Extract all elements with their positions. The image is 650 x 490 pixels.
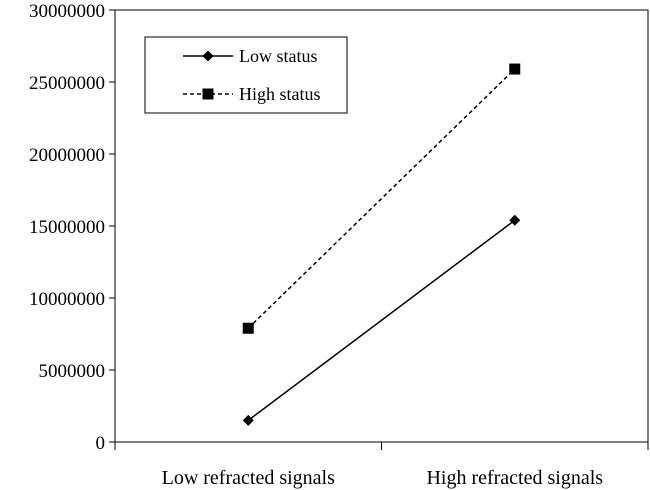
data-point [509, 214, 521, 226]
y-tick-label: 30000000 [29, 1, 105, 22]
legend-marker [202, 50, 214, 62]
series-line [247, 219, 516, 421]
series-line [247, 68, 516, 329]
y-tick-label: 5000000 [39, 361, 106, 382]
y-tick-label: 25000000 [29, 73, 105, 94]
series-group [242, 63, 521, 426]
legend-label: Low status [239, 46, 318, 66]
series-low-status [242, 214, 521, 426]
data-point [242, 414, 254, 426]
y-ticks: 0 5000000 10000000 15000000 20000000 25000000… [29, 1, 115, 454]
x-tick-label: Low refracted signals [162, 467, 335, 489]
data-point [509, 63, 521, 75]
y-tick-label: 20000000 [29, 145, 105, 166]
y-tick-label: 15000000 [29, 217, 105, 238]
y-tick-label: 10000000 [29, 289, 105, 310]
axes: Low refracted signals High refracted sign… [114, 9, 649, 489]
y-tick-label: 0 [96, 433, 106, 454]
legend-box [144, 36, 348, 114]
series-high-status [242, 63, 521, 334]
x-tick-label: High refracted signals [426, 467, 603, 489]
data-point [242, 322, 254, 334]
legend-label: High status [239, 84, 321, 104]
legend: Low status High status [144, 36, 348, 114]
legend-marker [202, 88, 214, 100]
